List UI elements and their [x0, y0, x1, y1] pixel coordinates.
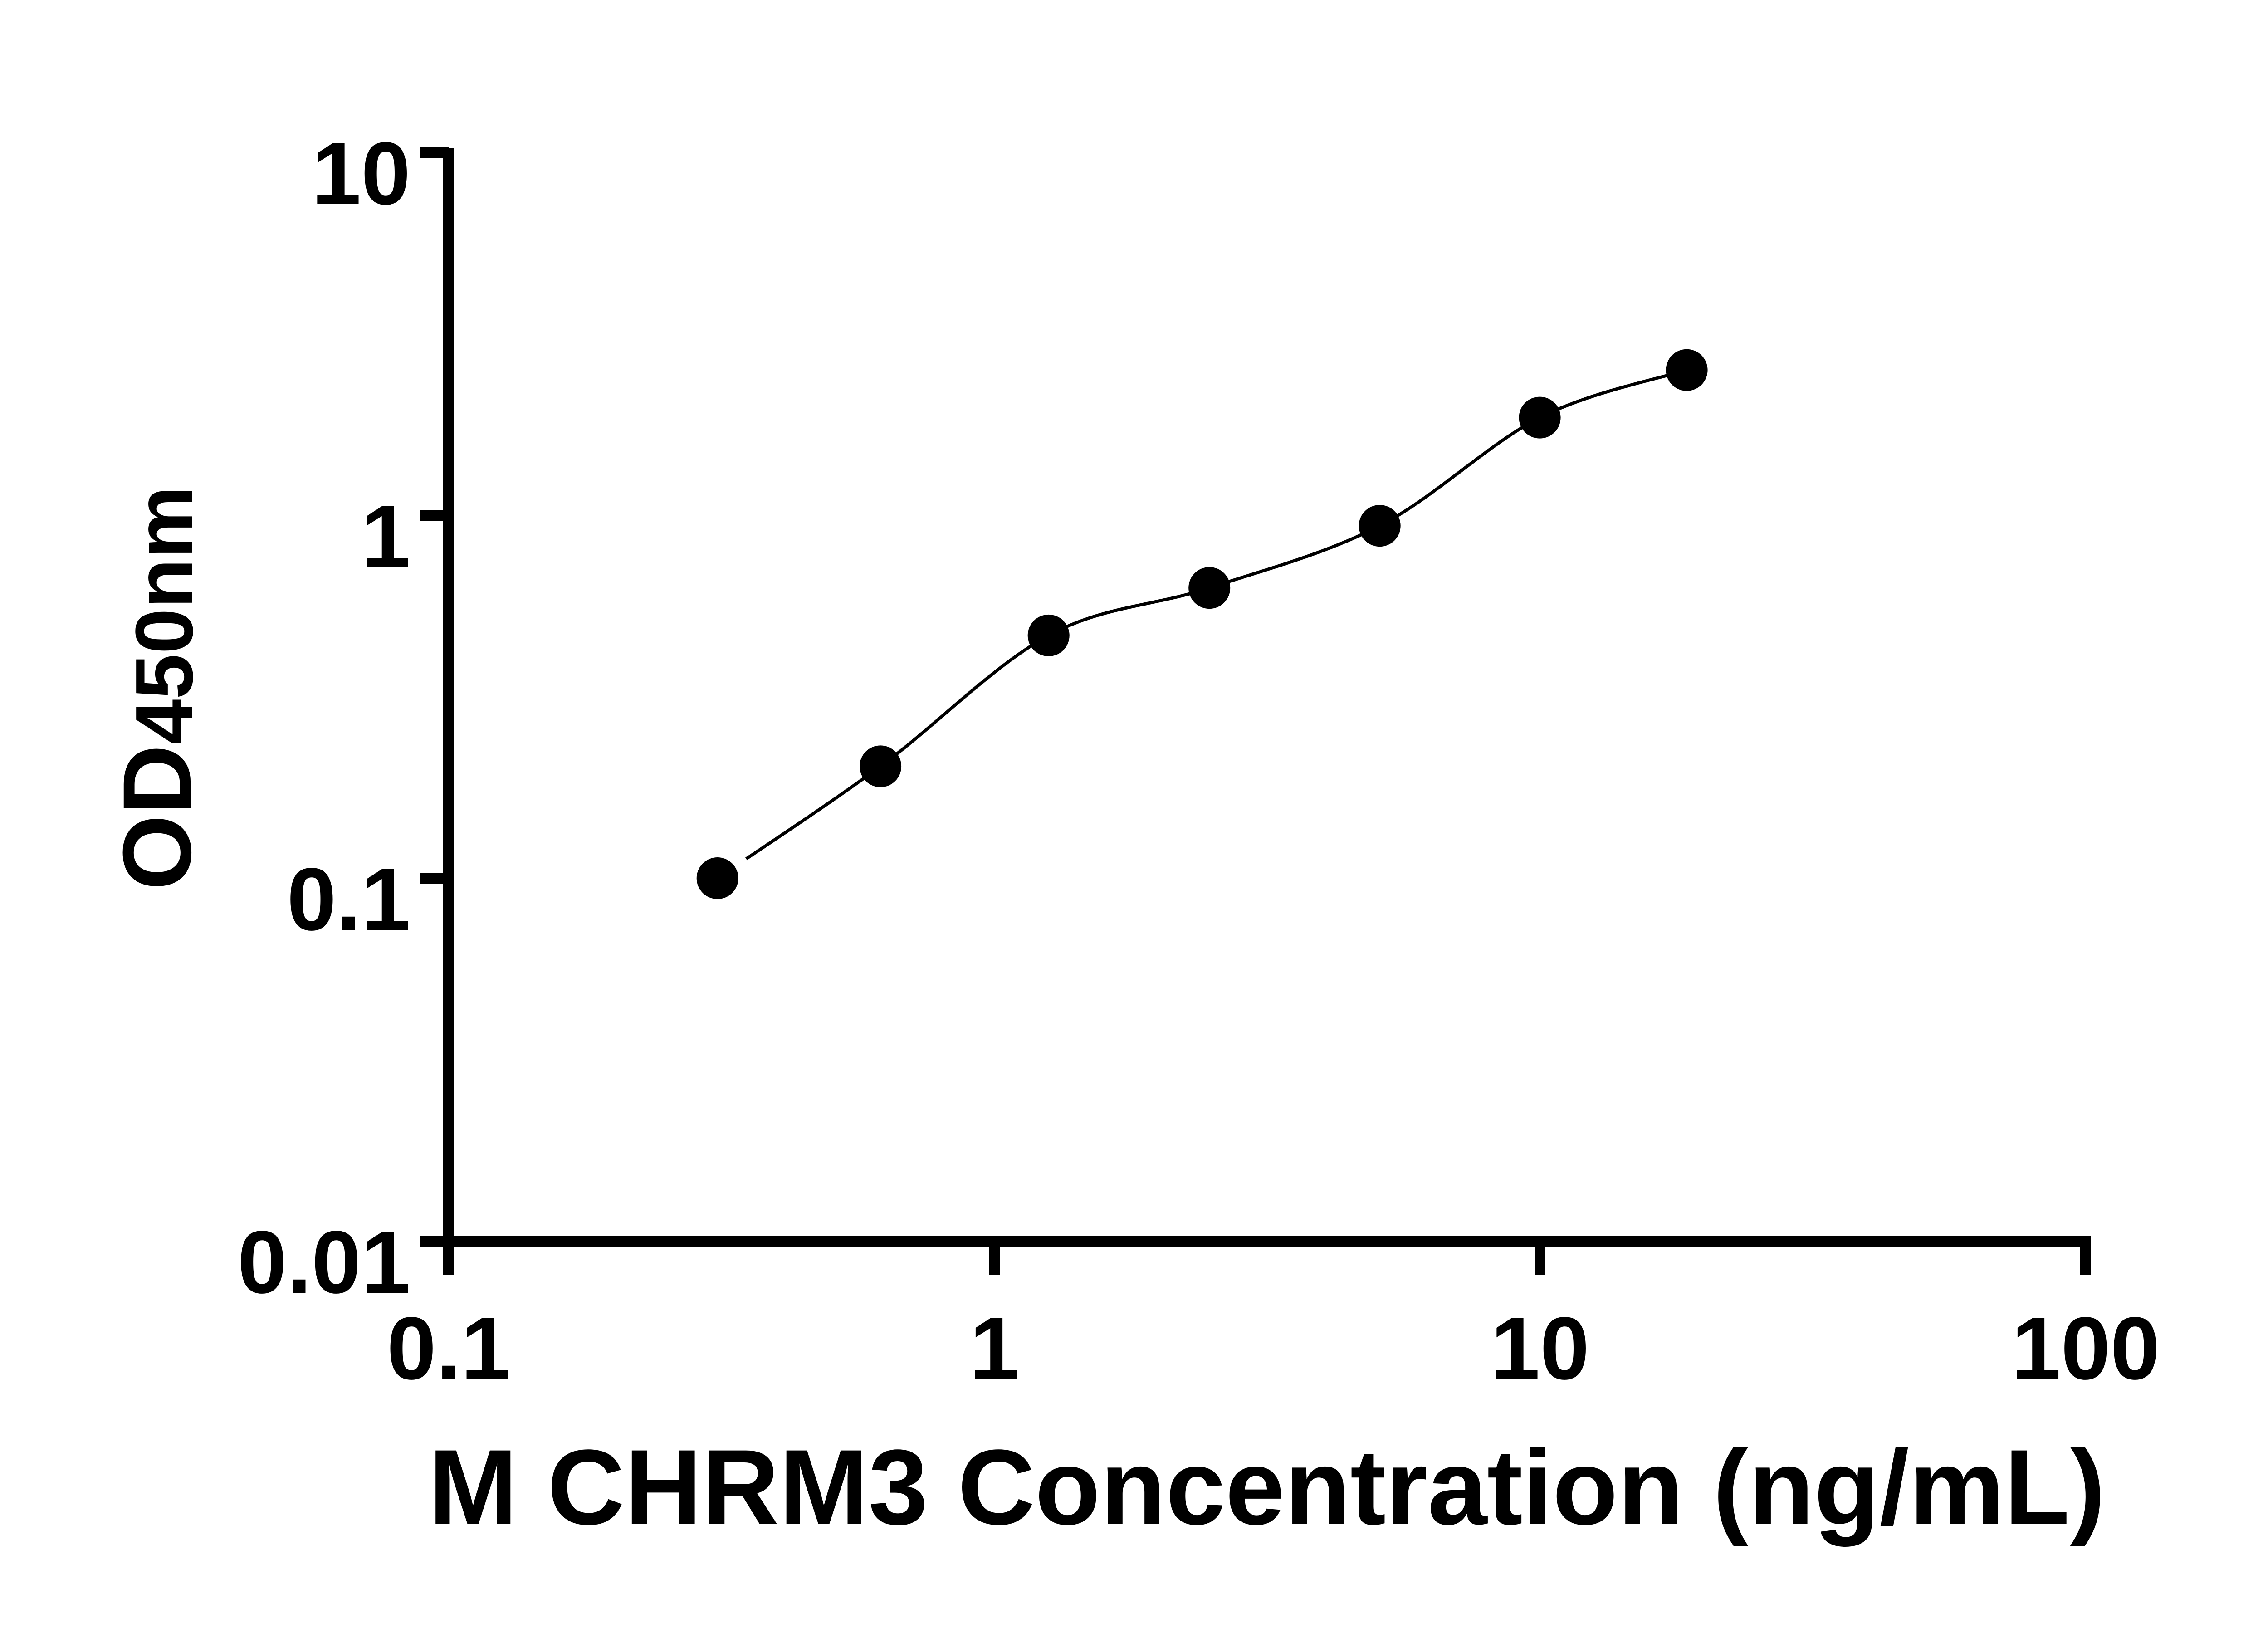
- svg-text:100: 100: [2011, 1299, 2160, 1398]
- svg-text:10: 10: [312, 124, 411, 223]
- svg-text:0.01: 0.01: [238, 1213, 411, 1312]
- svg-text:10: 10: [1491, 1299, 1589, 1398]
- svg-text:0.1: 0.1: [287, 850, 411, 949]
- svg-text:OD450nm: OD450nm: [103, 486, 211, 890]
- svg-text:1: 1: [361, 487, 411, 586]
- svg-text:0.1: 0.1: [387, 1299, 510, 1398]
- svg-text:1: 1: [969, 1299, 1019, 1398]
- svg-text:M CHRM3 Concentration (ng/mL): M CHRM3 Concentration (ng/mL): [428, 1428, 2105, 1547]
